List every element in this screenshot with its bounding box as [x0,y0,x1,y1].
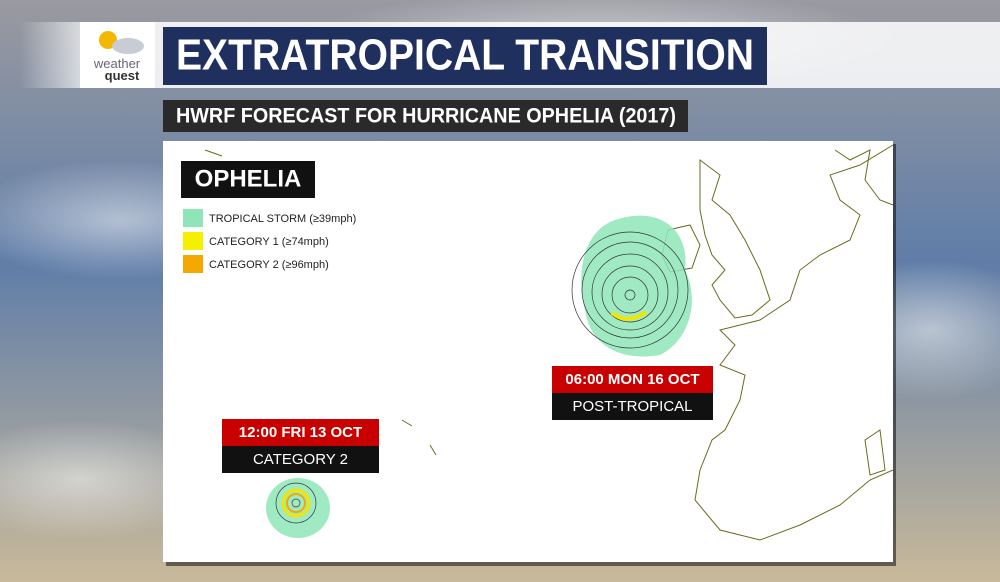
logo-text: quest [105,68,140,83]
storm-name-box [181,161,315,198]
legend-label: CATEGORY 2 (≥96mph) [209,259,329,271]
coastline [699,159,771,319]
title-box [163,27,767,85]
contour [611,276,649,314]
cat1-ring [281,488,311,518]
contour [571,231,689,349]
time-box [552,366,713,393]
wind-field [266,478,330,538]
status-box [222,446,379,473]
labels: 12:00 FRI 13 OCT CATEGORY 2 06:00 MON 16 O… [222,366,713,473]
logo-box [80,22,155,88]
coastline [204,149,886,476]
storm-name: OPHELIA [195,165,302,192]
contour [591,253,669,331]
logo-cloud [112,38,144,54]
legend-swatch [183,232,203,250]
center [624,289,636,301]
cat2-ring [286,493,306,513]
cat1-arc [610,310,648,321]
time-label: 12:00 FRI 13 OCT [239,424,362,441]
legend-label: TROPICAL STORM (≥39mph) [209,213,356,225]
status-label: CATEGORY 2 [253,451,348,468]
time-label: 06:00 MON 16 OCT [565,371,699,388]
coastline [834,149,894,206]
coastline [694,144,894,541]
subtitle-box [163,100,688,132]
legend-swatch [183,255,203,273]
title: EXTRATROPICAL TRANSITION [176,31,754,80]
contour [601,265,659,323]
time-box [222,419,379,446]
logo-text: weather [93,56,141,71]
legend-swatch [183,209,203,227]
status-box [552,393,713,420]
legend: TROPICAL STORM (≥39mph) CATEGORY 1 (≥74mp… [183,209,356,273]
subtitle: HWRF FORECAST FOR HURRICANE OPHELIA (201… [176,105,676,128]
center [291,498,301,508]
legend-label: CATEGORY 1 (≥74mph) [209,236,329,248]
contour [275,482,317,524]
contour [581,241,679,339]
wind-field [581,215,692,357]
status-label: POST-TROPICAL [572,398,692,415]
